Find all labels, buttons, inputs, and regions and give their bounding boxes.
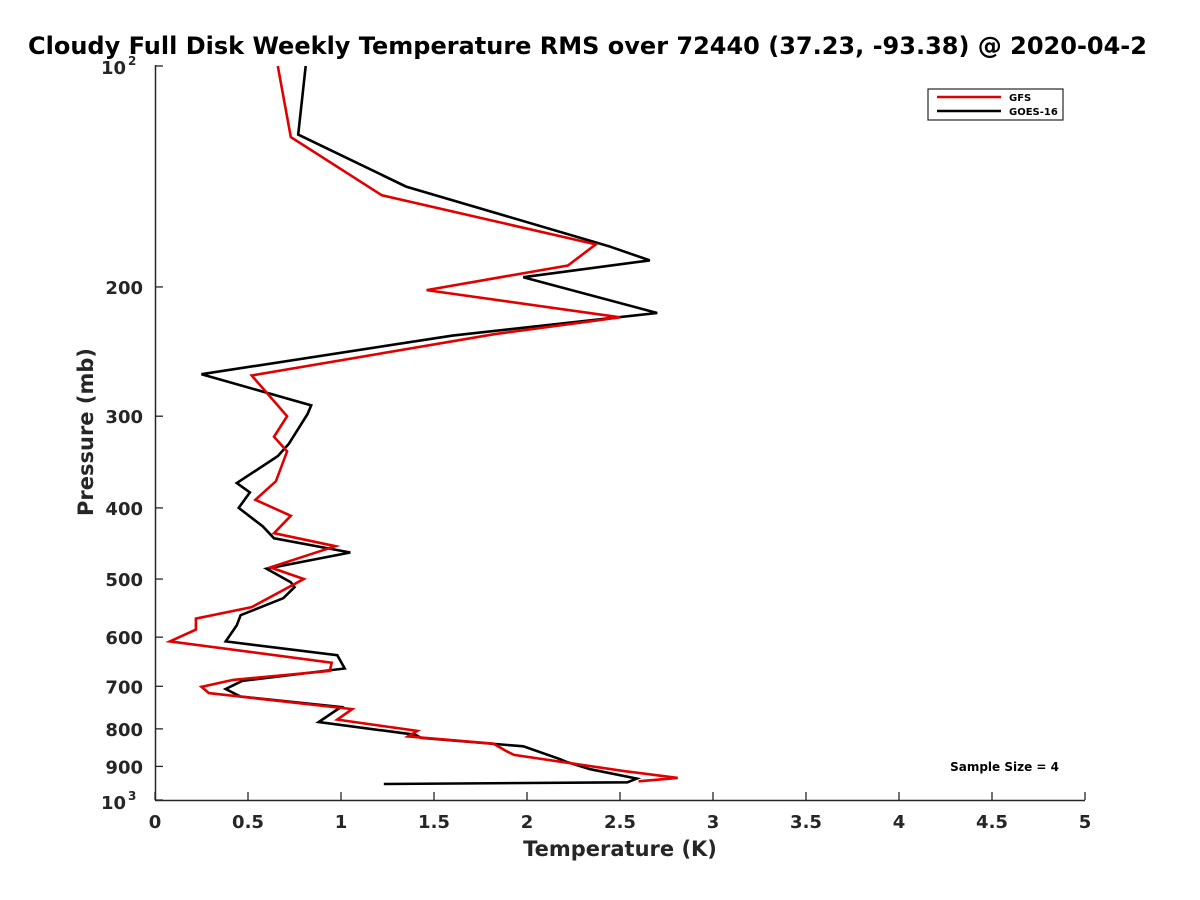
y-tick-label: 300 <box>105 407 143 428</box>
y-tick-label: 200 <box>105 278 143 299</box>
legend: GFS GOES-16 <box>927 88 1064 121</box>
y-tick-label: 700 <box>105 677 143 698</box>
y-tick-label: 10 <box>101 58 126 79</box>
y-tick-label: 10 <box>101 793 126 814</box>
x-tick-label: 3 <box>707 812 720 833</box>
plot-area: 0 0.5 1 1.5 2 2.5 3 3.5 4 4.5 5 10 2200300400500600… <box>101 54 1091 833</box>
legend-label-gfs: GFS <box>1009 93 1031 104</box>
x-ticks: 0 0.5 1 1.5 2 2.5 3 3.5 4 4.5 5 <box>149 792 1092 833</box>
x-tick-label: 2.5 <box>604 812 636 833</box>
y-tick-exponent: 2 <box>128 54 136 68</box>
legend-box <box>927 88 1064 121</box>
axes-layer <box>154 65 1085 802</box>
legend-entries: GFS GOES-16 <box>937 93 1058 118</box>
y-tick-label: 800 <box>105 720 143 741</box>
series-layer <box>165 65 678 786</box>
x-tick-label: 0 <box>149 812 162 833</box>
chart-title: Cloudy Full Disk Weekly Temperature RMS … <box>28 32 1147 60</box>
y-tick-label: 900 <box>105 757 143 778</box>
y-axis-label: Pressure (mb) <box>74 348 98 516</box>
x-tick-label: 1.5 <box>418 812 450 833</box>
x-axis-label: Temperature (K) <box>523 837 717 861</box>
series-line-gfs <box>165 65 678 783</box>
x-tick-label: 4.5 <box>976 812 1008 833</box>
legend-label-goes-16: GOES-16 <box>1009 107 1058 118</box>
y-tick-exponent: 3 <box>128 789 136 803</box>
sample-size-annotation: Sample Size = 4 <box>950 760 1059 774</box>
x-tick-label: 2 <box>521 812 534 833</box>
x-tick-label: 4 <box>893 812 906 833</box>
y-tick-label: 600 <box>105 628 143 649</box>
x-tick-label: 3.5 <box>790 812 822 833</box>
y-tick-label: 400 <box>105 499 143 520</box>
x-tick-label: 0.5 <box>232 812 264 833</box>
x-tick-label: 5 <box>1079 812 1092 833</box>
x-tick-label: 1 <box>335 812 348 833</box>
y-tick-label: 500 <box>105 570 143 591</box>
